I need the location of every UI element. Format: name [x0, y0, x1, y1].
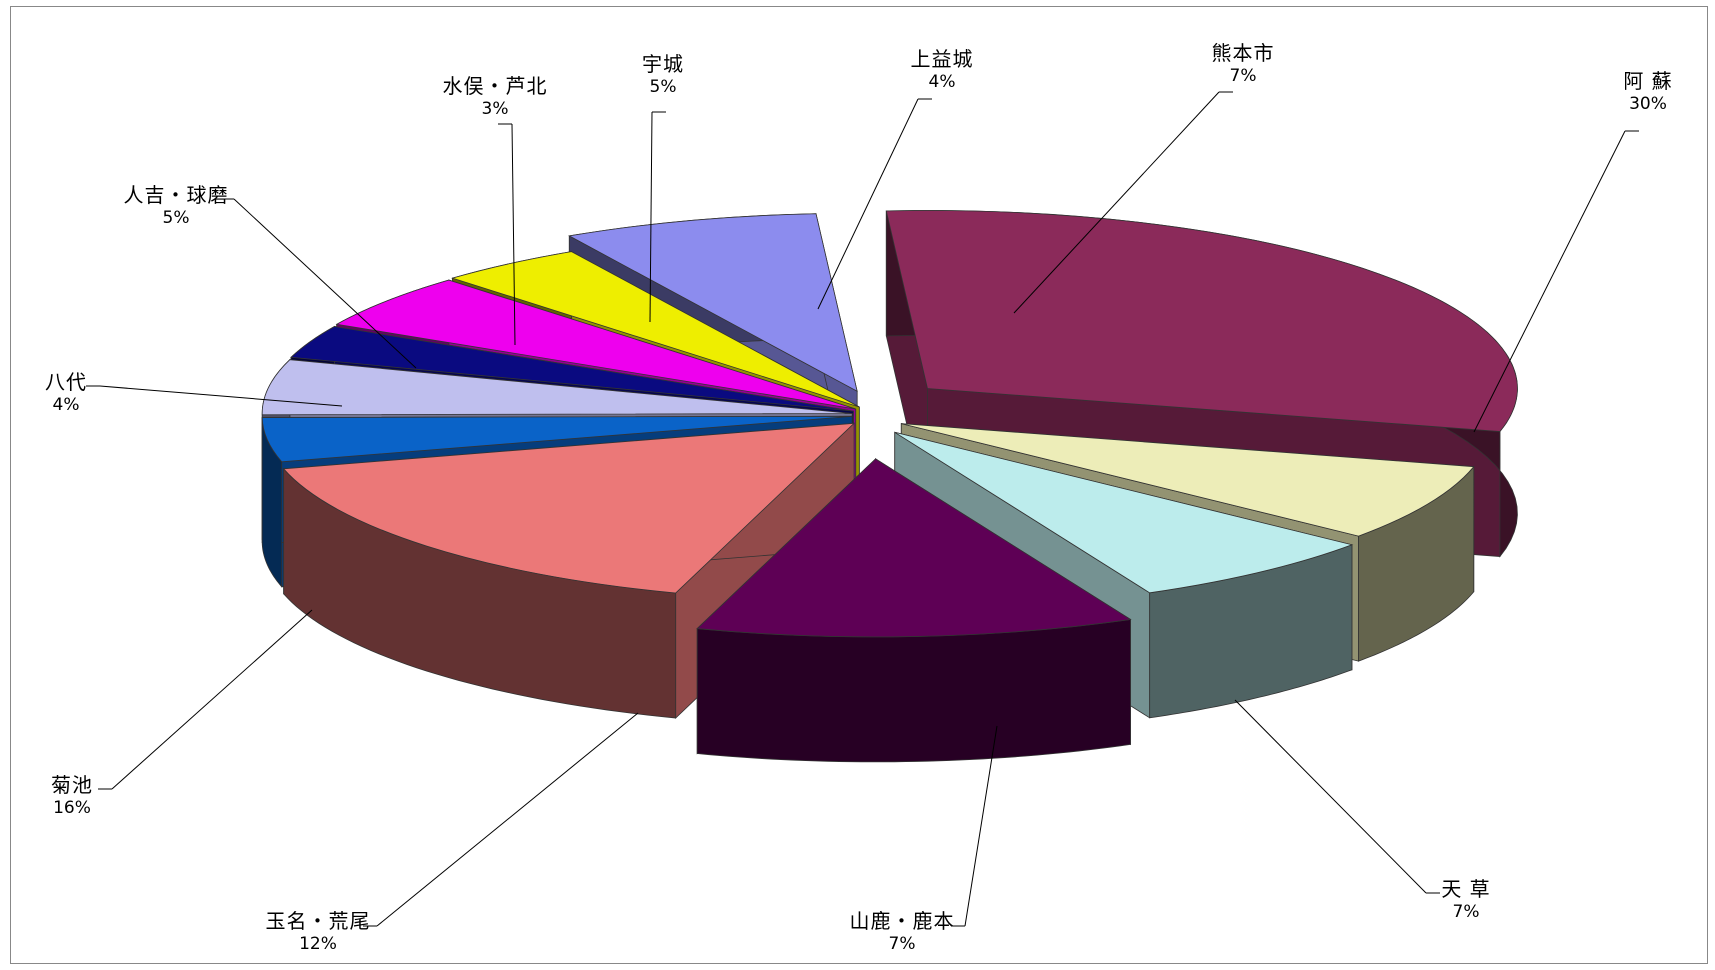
- slice-percent: 7%: [888, 934, 916, 954]
- slice-name: 山鹿・鹿本: [849, 909, 955, 933]
- slice-name: 熊本市: [1211, 41, 1275, 65]
- slice-label-1: 天 草 7%: [1396, 877, 1536, 923]
- slice-percent: 30%: [1629, 94, 1667, 114]
- pie-slice-top-3: [696, 458, 1132, 638]
- slice-label-5: 八代 4%: [0, 370, 136, 416]
- pie-slice-top-0: [885, 210, 1518, 432]
- slice-percent: 4%: [52, 395, 80, 415]
- slice-percent: 7%: [1452, 902, 1480, 922]
- pie-slice-top-10: [568, 213, 858, 393]
- leader-line-5: [99, 385, 343, 407]
- slice-label-3: 玉名・荒尾 12%: [248, 909, 388, 955]
- slice-label-7: 水俣・芦北 3%: [425, 74, 565, 120]
- slice-percent: 12%: [299, 934, 337, 954]
- pie-slice-top-1: [901, 423, 1475, 537]
- slice-percent: 4%: [928, 72, 956, 92]
- pie-slice-top-2: [894, 431, 1354, 594]
- slice-percent: 5%: [649, 77, 677, 97]
- pie-slice-top-6: [261, 359, 853, 416]
- pie-slice-top-9: [451, 251, 860, 408]
- slice-name: 上益城: [910, 47, 974, 71]
- slice-label-10: 熊本市 7%: [1173, 41, 1313, 87]
- leader-line-8: [649, 111, 653, 323]
- slice-percent: 16%: [53, 798, 91, 818]
- slice-name: 人吉・球磨: [123, 183, 229, 207]
- leader-line-0: [1473, 130, 1626, 433]
- leader-line-2: [964, 725, 998, 927]
- slice-percent: 7%: [1229, 66, 1257, 86]
- slice-name: 水俣・芦北: [442, 74, 548, 98]
- leader-line-10: [1013, 91, 1220, 314]
- slice-name: 宇城: [642, 52, 684, 76]
- leader-line-1: [1234, 699, 1427, 894]
- slice-label-9: 上益城 4%: [872, 47, 1012, 93]
- leader-line-6: [233, 198, 417, 369]
- slice-name: 菊池: [51, 773, 93, 797]
- slice-label-2: 山鹿・鹿本 7%: [832, 909, 972, 955]
- slice-name: 玉名・荒尾: [265, 909, 371, 933]
- pie-slice-top-7: [290, 326, 854, 412]
- pie-slice-3: [696, 457, 1132, 763]
- pie-slice-top-4: [282, 422, 856, 594]
- slice-label-8: 宇城 5%: [593, 52, 733, 98]
- slice-percent: 5%: [162, 208, 190, 228]
- slice-name: 天 草: [1441, 877, 1491, 901]
- leader-line-3: [376, 712, 639, 927]
- slice-label-0: 阿 蘇 30%: [1578, 69, 1715, 115]
- slice-name: 八代: [45, 370, 87, 394]
- pie-slice-4: [282, 422, 856, 719]
- pie-slice-rim-3: [696, 618, 1131, 763]
- slice-percent: 3%: [481, 99, 509, 119]
- pie-slice-top-8: [335, 279, 856, 410]
- slice-name: 阿 蘇: [1623, 69, 1673, 93]
- leader-line-7: [511, 123, 516, 346]
- slice-label-4: 菊池 16%: [2, 773, 142, 819]
- slice-label-6: 人吉・球磨 5%: [106, 183, 246, 229]
- pie-slice-top-5: [261, 415, 853, 463]
- leader-line-9: [817, 98, 919, 310]
- leader-line-4: [111, 609, 313, 790]
- chart-frame: [10, 6, 1708, 964]
